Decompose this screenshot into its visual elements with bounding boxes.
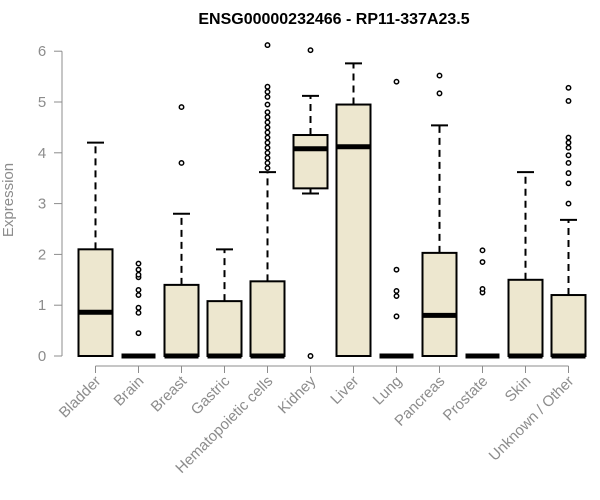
outlier-point [135, 271, 142, 278]
y-tick-label: 1 [38, 297, 46, 314]
outlier-point [178, 160, 185, 166]
outlier-point [264, 134, 271, 141]
box-group [465, 247, 500, 359]
outlier-point [393, 288, 400, 294]
box-group [507, 171, 544, 359]
outlier-point [264, 83, 271, 90]
outlier-point [178, 104, 185, 111]
outlier-point [135, 292, 142, 298]
outlier-point [264, 42, 271, 49]
outlier-point [393, 293, 400, 300]
outlier-point [479, 285, 486, 292]
box-group [550, 84, 587, 359]
y-axis: 0 1 2 3 4 5 6 [38, 43, 63, 365]
y-tick-label: 6 [38, 43, 46, 60]
box-group [121, 260, 156, 359]
outlier-point [264, 165, 271, 171]
y-axis-label: Expression [0, 163, 17, 237]
outlier-point [565, 180, 572, 187]
outlier-point [135, 304, 142, 311]
outlier-point [264, 88, 271, 95]
x-tick-label: Skin [502, 373, 535, 406]
chart-title: ENSG00000232466 - RP11-337A23.5 [198, 11, 469, 28]
outlier-point [264, 114, 271, 121]
outlier-point [436, 90, 443, 97]
box-group [249, 42, 286, 359]
outlier-point [565, 170, 572, 177]
box-series [77, 42, 587, 359]
outlier-point [135, 330, 142, 337]
y-tick-label: 5 [38, 94, 46, 111]
outlier-point [565, 160, 572, 166]
box-group [77, 141, 114, 358]
outlier-point [393, 313, 400, 320]
box-group [421, 72, 458, 358]
box-iqr [206, 300, 243, 357]
x-tick-label: Kidney [275, 372, 320, 417]
outlier-point [264, 93, 271, 100]
outlier-point [307, 47, 314, 54]
outlier-point [565, 144, 572, 151]
outlier-point [264, 144, 271, 151]
outlier-point [264, 129, 271, 136]
y-tick-label: 0 [38, 348, 46, 365]
outlier-point [264, 109, 271, 116]
outlier-point [565, 152, 572, 159]
outlier-point [135, 287, 142, 293]
box-iqr [249, 280, 286, 358]
outlier-point [436, 72, 443, 79]
box-iqr [550, 294, 587, 358]
x-tick-label: Lung [370, 373, 406, 409]
outlier-point [264, 149, 271, 156]
x-tick-label: Prostate [440, 373, 492, 425]
box-group [292, 47, 329, 359]
y-tick-label: 2 [38, 246, 46, 263]
outlier-point [264, 101, 271, 108]
outlier-point [307, 353, 314, 359]
outlier-point [565, 98, 572, 104]
box-group [163, 104, 200, 359]
outlier-point [565, 134, 572, 141]
box-group [335, 62, 372, 358]
x-tick-label: Breast [148, 372, 191, 415]
box-group [379, 78, 414, 359]
outlier-point [393, 78, 400, 85]
box-iqr [163, 283, 200, 358]
outlier-point [479, 247, 486, 254]
outlier-point [565, 84, 572, 91]
y-tick-label: 3 [38, 196, 46, 213]
outlier-point [393, 266, 400, 273]
outlier-point [479, 259, 486, 265]
outlier-point [264, 124, 271, 131]
outlier-point [135, 266, 142, 273]
outlier-point [264, 154, 271, 161]
outlier-point [565, 200, 572, 207]
outlier-point [135, 309, 142, 316]
box-group [206, 248, 243, 359]
outlier-point [135, 260, 142, 267]
outlier-point [264, 160, 271, 166]
outlier-point [264, 119, 271, 126]
box-iqr [507, 278, 544, 357]
outlier-point [264, 139, 271, 146]
box-iqr [335, 103, 372, 358]
box-iqr [421, 251, 458, 358]
box-iqr [77, 248, 114, 358]
y-tick-label: 4 [38, 145, 46, 162]
x-tick-label: Liver [327, 373, 362, 408]
x-tick-label: Brain [111, 373, 148, 410]
x-tick-label: Bladder [56, 373, 105, 422]
outlier-point [565, 139, 572, 146]
box-iqr [292, 134, 329, 190]
